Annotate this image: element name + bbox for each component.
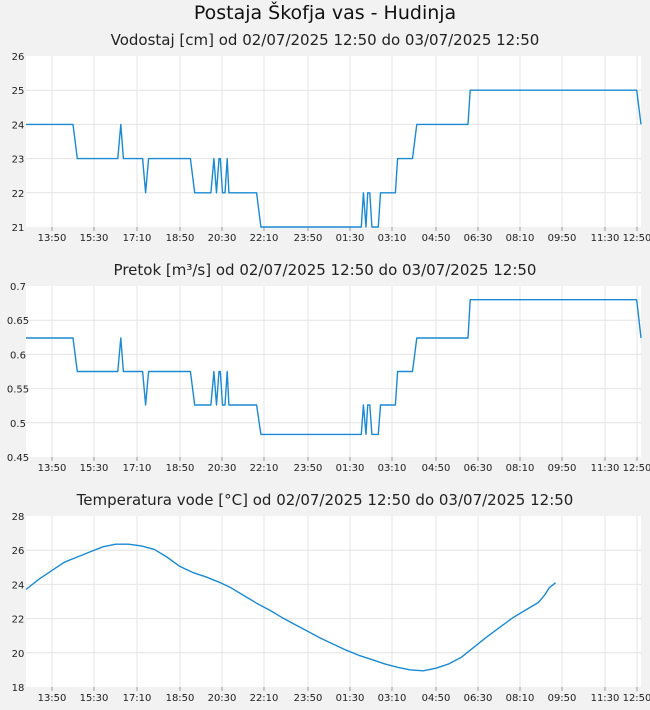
x-tick-label: 11:30 — [591, 233, 620, 244]
x-tick-label: 15:30 — [80, 693, 109, 704]
chart-title-water-temperature: Temperatura vode [°C] od 02/07/2025 12:5… — [76, 491, 574, 509]
x-tick-label: 18:50 — [166, 233, 195, 244]
y-tick-label: 20 — [12, 649, 25, 660]
x-tick-label: 22:10 — [250, 463, 279, 474]
y-tick-label: 21 — [12, 223, 25, 234]
x-tick-label: 13:50 — [38, 233, 67, 244]
x-tick-label: 22:10 — [250, 233, 279, 244]
x-tick-label: 20:30 — [208, 233, 237, 244]
chart-title-water-level: Vodostaj [cm] od 02/07/2025 12:50 do 03/… — [110, 31, 540, 49]
x-tick-label: 11:30 — [591, 463, 620, 474]
y-tick-label: 25 — [12, 86, 25, 97]
x-tick-label: 13:50 — [38, 693, 67, 704]
x-tick-label: 09:50 — [548, 233, 577, 244]
y-tick-label: 0.55 — [7, 385, 29, 396]
x-tick-label: 04:50 — [422, 463, 451, 474]
x-tick-label: 18:50 — [166, 463, 195, 474]
x-tick-label: 17:10 — [123, 463, 152, 474]
y-tick-label: 23 — [12, 155, 25, 166]
x-tick-label: 23:50 — [294, 233, 323, 244]
x-tick-label: 12:50 — [623, 463, 650, 474]
y-tick-label: 24 — [12, 120, 25, 131]
x-tick-label: 18:50 — [166, 693, 195, 704]
x-tick-label: 20:30 — [208, 463, 237, 474]
x-tick-label: 17:10 — [123, 693, 152, 704]
x-tick-label: 01:30 — [336, 233, 365, 244]
x-tick-label: 03:10 — [378, 233, 407, 244]
x-tick-label: 08:10 — [506, 233, 535, 244]
x-tick-label: 17:10 — [123, 233, 152, 244]
y-tick-label: 28 — [12, 512, 25, 523]
x-tick-label: 04:50 — [422, 233, 451, 244]
x-tick-label: 08:10 — [506, 463, 535, 474]
y-tick-label: 24 — [12, 580, 25, 591]
x-tick-label: 13:50 — [38, 463, 67, 474]
x-tick-label: 09:50 — [548, 693, 577, 704]
x-tick-label: 01:30 — [336, 463, 365, 474]
x-tick-label: 11:30 — [591, 693, 620, 704]
x-tick-label: 15:30 — [80, 463, 109, 474]
y-tick-label: 0.7 — [10, 282, 26, 293]
x-tick-label: 20:30 — [208, 693, 237, 704]
x-tick-label: 04:50 — [422, 693, 451, 704]
chart-title-discharge: Pretok [m³/s] od 02/07/2025 12:50 do 03/… — [113, 261, 537, 279]
page-title: Postaja Škofja vas - Hudinja — [193, 2, 457, 24]
series-line-2-0 — [25, 543, 557, 672]
x-tick-label: 09:50 — [548, 463, 577, 474]
x-tick-label: 23:50 — [294, 463, 323, 474]
x-tick-label: 12:50 — [623, 693, 650, 704]
x-tick-label: 15:30 — [80, 233, 109, 244]
y-tick-label: 0.45 — [7, 453, 29, 464]
x-tick-label: 06:30 — [464, 463, 493, 474]
plot-area — [26, 56, 641, 227]
x-tick-label: 03:10 — [378, 463, 407, 474]
x-tick-label: 06:30 — [464, 233, 493, 244]
x-tick-label: 01:30 — [336, 693, 365, 704]
y-tick-label: 26 — [12, 52, 25, 63]
x-tick-label: 06:30 — [464, 693, 493, 704]
x-tick-label: 08:10 — [506, 693, 535, 704]
x-tick-label: 03:10 — [378, 693, 407, 704]
y-tick-label: 0.65 — [7, 316, 29, 327]
x-tick-label: 23:50 — [294, 693, 323, 704]
series-line-1-0 — [26, 299, 642, 436]
x-tick-label: 22:10 — [250, 693, 279, 704]
y-tick-label: 22 — [12, 189, 25, 200]
y-tick-label: 26 — [12, 546, 25, 557]
y-tick-label: 0.5 — [10, 419, 26, 430]
series-line-0-0 — [26, 89, 642, 228]
plot-area — [26, 516, 641, 687]
y-tick-label: 0.6 — [10, 350, 26, 361]
x-tick-label: 12:50 — [623, 233, 650, 244]
y-tick-label: 18 — [12, 683, 25, 694]
y-tick-label: 22 — [12, 615, 25, 626]
